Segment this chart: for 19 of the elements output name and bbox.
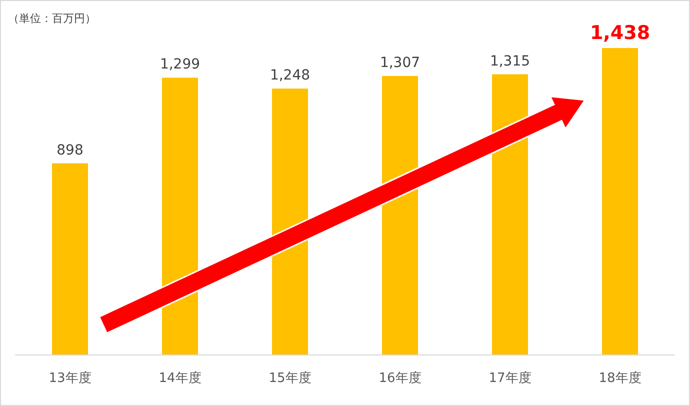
x-tick-label: 17年度 xyxy=(488,370,532,386)
x-tick-label: 15年度 xyxy=(268,370,312,386)
data-label: 1,299 xyxy=(160,56,200,73)
bar xyxy=(492,74,528,355)
bar xyxy=(382,76,418,355)
data-label: 898 xyxy=(56,142,84,158)
data-label: 1,248 xyxy=(270,68,310,84)
x-tick-label: 13年度 xyxy=(48,370,92,386)
bar xyxy=(52,163,88,355)
x-tick-label: 16年度 xyxy=(378,370,422,386)
bar xyxy=(272,88,308,355)
x-tick-label: 14年度 xyxy=(158,370,202,386)
data-label: 1,315 xyxy=(490,53,530,70)
x-tick-label: 18年度 xyxy=(598,370,642,386)
text: （単位：百万円） xyxy=(8,12,96,25)
bar xyxy=(162,78,198,355)
data-label: 1,307 xyxy=(380,54,420,71)
data-label: 1,438 xyxy=(590,22,650,44)
bar xyxy=(602,48,638,355)
